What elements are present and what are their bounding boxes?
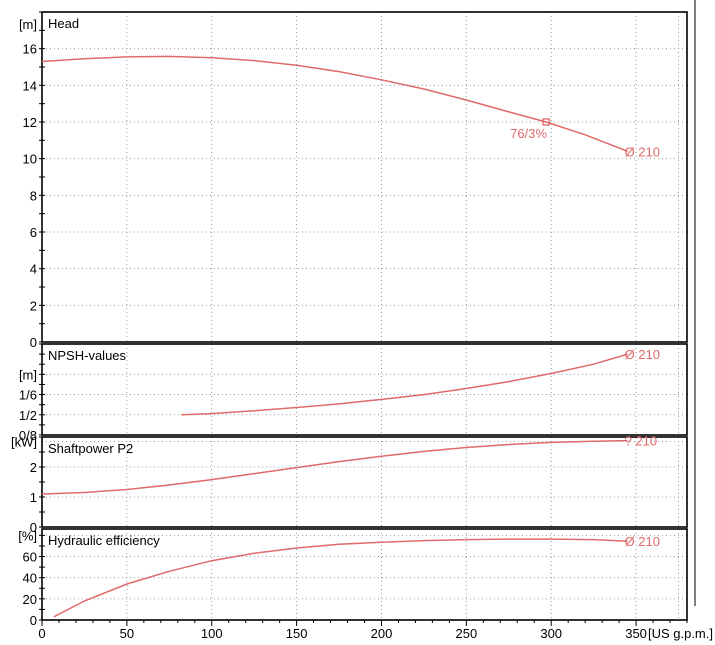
x-tick-label: 0 <box>38 626 45 641</box>
x-tick-label: 250 <box>455 626 477 641</box>
y-tick-label: 14 <box>23 78 37 93</box>
panel-frame <box>41 436 688 528</box>
series-line <box>41 55 628 152</box>
panel-frame <box>41 11 688 343</box>
x-tick-label: 350 <box>625 626 647 641</box>
panel-title: Head <box>48 16 79 31</box>
panel-title: Shaftpower P2 <box>48 441 133 456</box>
y-tick-label: 40 <box>23 571 37 586</box>
y-tick-label: 16 <box>23 42 37 57</box>
y-tick-label: 20 <box>23 592 37 607</box>
y-tick-label: 1 <box>30 490 37 505</box>
series-line <box>53 538 628 618</box>
panel-0 <box>39 11 688 343</box>
y-tick-label: 8 <box>30 188 37 203</box>
series-line <box>41 439 628 495</box>
curve-label: Ø 210 <box>625 144 660 159</box>
y-axis-unit: [m] <box>19 17 37 32</box>
y-tick-label: 0/8 <box>19 428 37 443</box>
duty-point-marker <box>542 118 550 126</box>
x-tick-label: 150 <box>286 626 308 641</box>
y-tick-label: 6 <box>30 225 37 240</box>
panel-title: Hydraulic efficiency <box>48 533 160 548</box>
y-tick-label: 1/2 <box>19 408 37 423</box>
panel-2 <box>39 436 688 528</box>
x-tick-label: 300 <box>540 626 562 641</box>
curve-label: Ø 210 <box>625 347 660 362</box>
y-tick-label: 2 <box>30 460 37 475</box>
y-tick-label: 2 <box>30 298 37 313</box>
x-tick-label: 50 <box>120 626 134 641</box>
x-tick-label: 200 <box>371 626 393 641</box>
y-tick-label: 1/6 <box>19 388 37 403</box>
panel-frame <box>41 343 688 436</box>
y-tick-label: [%] <box>18 528 37 543</box>
y-tick-label: 0 <box>30 613 37 628</box>
y-tick-label: 4 <box>30 262 37 277</box>
y-tick-label: [kW] <box>11 435 37 450</box>
panel-1 <box>39 343 688 436</box>
y-tick-label: [m] <box>19 367 37 382</box>
x-axis-unit: [US g.p.m.] <box>648 626 713 641</box>
curve-label: ? 210 <box>625 434 658 449</box>
y-tick-label: 10 <box>23 152 37 167</box>
y-tick-label: 0 <box>30 520 37 535</box>
x-tick-label: 100 <box>201 626 223 641</box>
y-tick-label: 60 <box>23 550 37 565</box>
series-line <box>181 353 628 416</box>
duty-point-label: 76/3% <box>510 126 547 141</box>
panel-title: NPSH-values <box>48 348 127 363</box>
y-tick-label: 12 <box>23 115 37 130</box>
y-tick-label: 0 <box>30 335 37 350</box>
curve-label: Ø 210 <box>625 534 660 549</box>
